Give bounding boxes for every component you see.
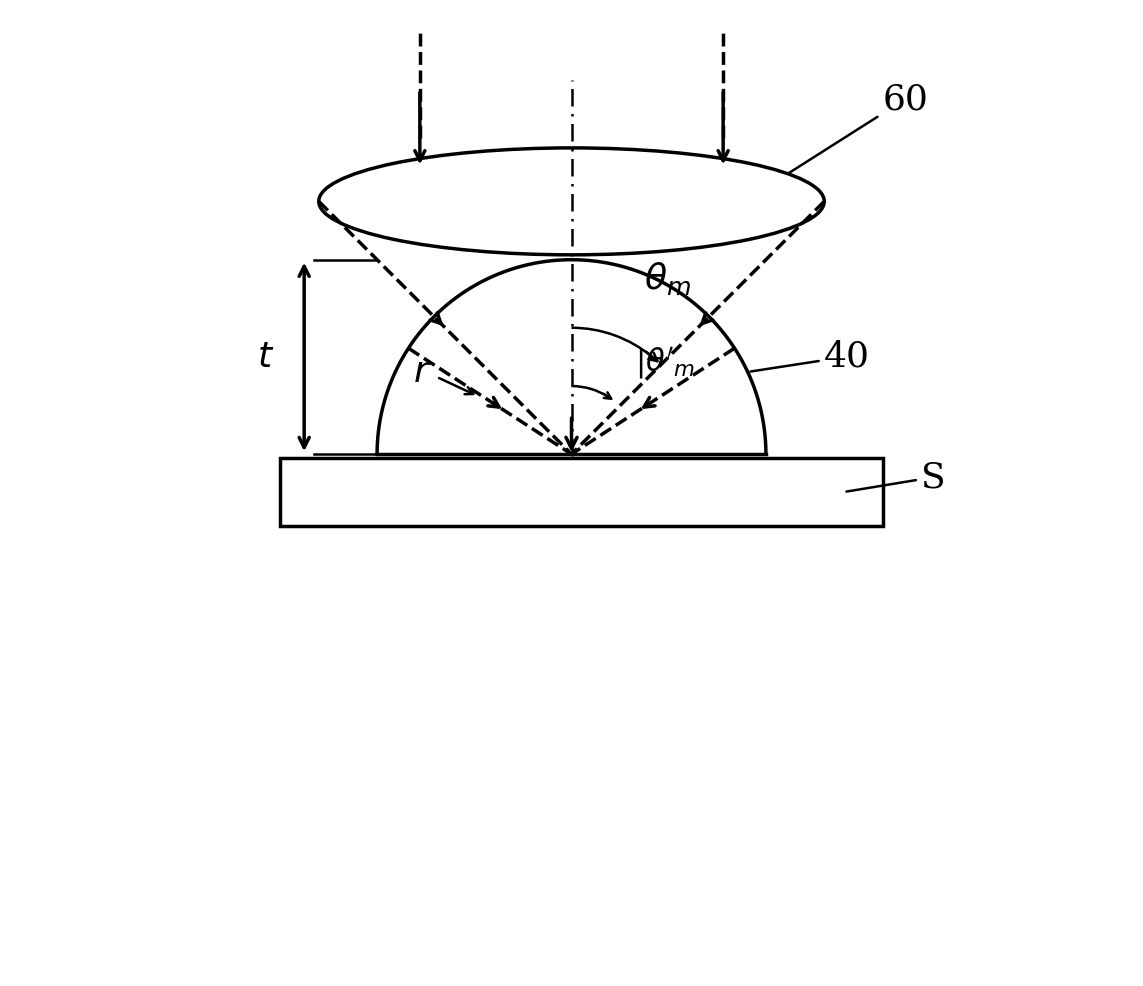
Text: $t$: $t$ xyxy=(257,340,274,374)
Text: $|\theta'_m$: $|\theta'_m$ xyxy=(634,345,695,382)
Text: 60: 60 xyxy=(789,82,928,174)
Text: 40: 40 xyxy=(751,339,870,374)
Text: $\theta_m$: $\theta_m$ xyxy=(645,259,692,297)
Text: $r$: $r$ xyxy=(413,355,431,389)
Text: S: S xyxy=(847,460,946,494)
Bar xyxy=(280,458,882,527)
